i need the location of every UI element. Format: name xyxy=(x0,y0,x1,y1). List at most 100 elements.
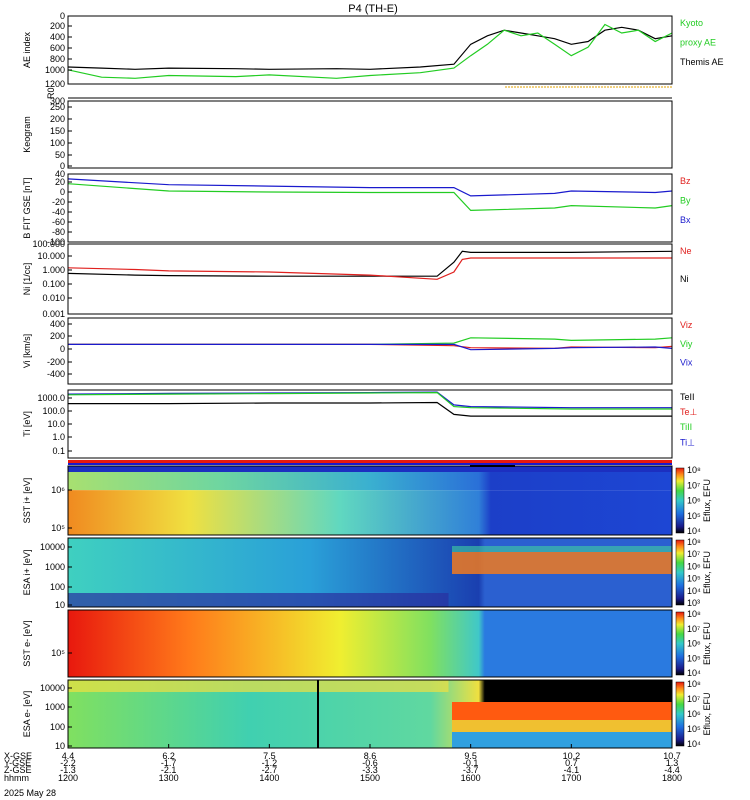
colorbar-sst-ion xyxy=(675,467,685,534)
ytick-label-esa-ion-0: 10 xyxy=(55,600,65,610)
ytick-label-keogram-2: 100 xyxy=(50,138,65,148)
ytick-label-density-4: 10.000 xyxy=(37,251,65,261)
xaxis-value-3-1: 1300 xyxy=(159,773,179,783)
legend-temperature-2: TiII xyxy=(680,422,692,432)
series-velocity-0 xyxy=(68,337,673,345)
ytick-label-velocity-4: 400 xyxy=(50,319,65,329)
ytick-label-ae-5: 1000 xyxy=(45,65,65,75)
legend-temperature-1: Te⊥ xyxy=(680,407,698,417)
legend-density-0: Ne xyxy=(680,246,692,256)
ylabel-density: Ni [1/cc] xyxy=(22,263,32,296)
ylabel-esa-elec: ESA e- [eV] xyxy=(22,691,32,738)
ytick-label-bfield-5: 0 xyxy=(60,187,65,197)
legend-velocity-2: Vix xyxy=(680,358,693,368)
keogram-area xyxy=(68,101,672,168)
sst-ion-spectrogram-low xyxy=(68,490,672,535)
ylabel-ae: AE index xyxy=(22,31,32,68)
sst-ion-spectrogram-top xyxy=(68,466,672,472)
colorbar-tick-esa-ion-2: 10⁵ xyxy=(687,574,701,584)
separator-bar-red xyxy=(68,460,672,463)
colorbar-tick-sst-ion-1: 10⁵ xyxy=(687,511,701,521)
ylabel-esa-ion: ESA i+ [eV] xyxy=(22,550,32,596)
xaxis-value-2-4: -3.7 xyxy=(463,765,479,775)
ytick-label-bfield-3: -40 xyxy=(52,207,65,217)
xaxis-value-0-5: 10.2 xyxy=(563,751,581,761)
legend-bfield-2: Bx xyxy=(680,215,691,225)
ytick-label-ae-0: 0 xyxy=(60,11,65,21)
xaxis-value-2-6: -4.4 xyxy=(664,765,680,775)
xaxis-value-0-4: 9.5 xyxy=(464,751,477,761)
panel-density: 0.001 0.010 0.100 1.000 10.000 100.000 Ni [1/c… xyxy=(22,239,692,319)
ytick-label-esa-elec-2: 1000 xyxy=(45,702,65,712)
colorbar-label-esa-elec: Eflux, EFU xyxy=(702,692,712,735)
colorbar-tick-esa-ion-1: 10⁴ xyxy=(687,586,701,596)
ytick-label-keogram-4: 200 xyxy=(50,114,65,124)
ytick-label-esa-ion-3: 10000 xyxy=(40,542,65,552)
ytick-label-temperature-2: 10.0 xyxy=(47,419,65,429)
colorbar-tick-sst-elec-3: 10⁷ xyxy=(687,624,700,634)
colorbar-tick-esa-elec-0: 10⁴ xyxy=(687,739,701,749)
ytick-label-temperature-3: 100.0 xyxy=(42,406,65,416)
x-axis-ephemeris: X-GSE 4.4 6.2 7.5 8.6 9.5 10.2 10.7Y-GSE -2.2 -1.… xyxy=(4,744,682,783)
colorbar-tick-esa-ion-0: 10³ xyxy=(687,598,700,608)
xaxis-value-2-0: -1.3 xyxy=(60,765,76,775)
ytick-label-ae-3: 600 xyxy=(50,43,65,53)
colorbar-label-sst-ion: Eflux, EFU xyxy=(702,479,712,522)
legend-ae-1: proxy AE xyxy=(680,37,716,47)
panel-esa-ion: 10 100 1000 10000 ESA i+ [eV] 10³ 10⁴ 10⁵ 10⁶ 10⁷… xyxy=(22,537,712,610)
ylabel-sst-elec: SST e- [eV] xyxy=(22,620,32,666)
colorbar-sst-elec xyxy=(675,611,685,676)
legend-density-1: Ni xyxy=(680,274,689,284)
colorbar-tick-sst-elec-2: 10⁶ xyxy=(687,639,701,649)
ytick-label-temperature-0: 0.1 xyxy=(52,446,65,456)
colorbar-tick-esa-ion-3: 10⁶ xyxy=(687,561,701,571)
panel-esa-elec: 10 100 1000 10000 ESA e- [eV] 10⁴ 10⁵ 10⁶ 10⁷ 10⁸… xyxy=(22,679,712,751)
xaxis-value-3-3: 1500 xyxy=(360,773,380,783)
ytick-label-ae-1: 200 xyxy=(50,21,65,31)
xaxis-value-0-2: 7.5 xyxy=(263,751,276,761)
colorbar-tick-esa-ion-5: 10⁸ xyxy=(687,537,701,547)
ytick-label-temperature-4: 1000.0 xyxy=(37,393,65,403)
frame-sst-elec xyxy=(67,609,673,678)
colorbar-tick-sst-elec-0: 10⁴ xyxy=(687,668,701,678)
colorbar-label-sst-elec: Eflux, EFU xyxy=(702,622,712,665)
series-bfield-1 xyxy=(67,183,673,212)
legend-temperature-3: Ti⊥ xyxy=(680,437,695,447)
ytick-label-bfield-2: -60 xyxy=(52,217,65,227)
ytick-label-ae-4: 800 xyxy=(50,54,65,64)
ytick-label-keogram-3: 150 xyxy=(50,126,65,136)
ytick-label-bfield-6: 20 xyxy=(55,177,65,187)
frame-ae xyxy=(67,15,673,85)
ytick-label-temperature-1: 1.0 xyxy=(52,432,65,442)
ytick-label-bfield-0: -100 xyxy=(47,237,65,247)
legend-temperature-0: TeII xyxy=(680,392,695,402)
xaxis-value-1-6: 1.3 xyxy=(666,758,679,768)
ytick-label-bfield-4: -20 xyxy=(52,197,65,207)
xaxis-value-2-2: -2.7 xyxy=(262,765,278,775)
legend-ae-2: Themis AE xyxy=(680,57,724,67)
date-label: 2025 May 28 xyxy=(4,788,56,798)
esa-e-top-band xyxy=(68,680,449,692)
series-ae-1 xyxy=(67,23,673,79)
series-ae-0 xyxy=(67,26,673,70)
ytick-label-velocity-3: 200 xyxy=(50,331,65,341)
colorbar-tick-sst-ion-3: 10⁷ xyxy=(687,480,700,490)
colorbar-tick-esa-elec-4: 10⁸ xyxy=(687,679,701,689)
ylabel-sst-ion: SST i+ [eV] xyxy=(22,478,32,524)
xaxis-row-label-0: X-GSE xyxy=(4,751,32,761)
xaxis-value-2-1: -2.1 xyxy=(161,765,177,775)
xaxis-value-3-6: 1800 xyxy=(662,773,682,783)
colorbar-tick-esa-elec-2: 10⁶ xyxy=(687,709,701,719)
colorbar-tick-sst-ion-2: 10⁶ xyxy=(687,496,701,506)
ytick-label-sst-elec-0: 10⁵ xyxy=(51,648,65,658)
ytick-label-keogram-6: 300 xyxy=(50,96,65,106)
plot-title: P4 (TH-E) xyxy=(348,3,398,15)
ytick-label-bfield-1: -80 xyxy=(52,227,65,237)
colorbar-tick-sst-elec-4: 10⁸ xyxy=(687,609,701,619)
panel-temperature: 0.1 1.0 10.0 100.0 1000.0 Ti [eV] TeII Te⊥ TiII T… xyxy=(22,389,698,459)
ytick-label-density-3: 1.000 xyxy=(42,265,65,275)
xaxis-value-1-0: -2.2 xyxy=(60,758,76,768)
